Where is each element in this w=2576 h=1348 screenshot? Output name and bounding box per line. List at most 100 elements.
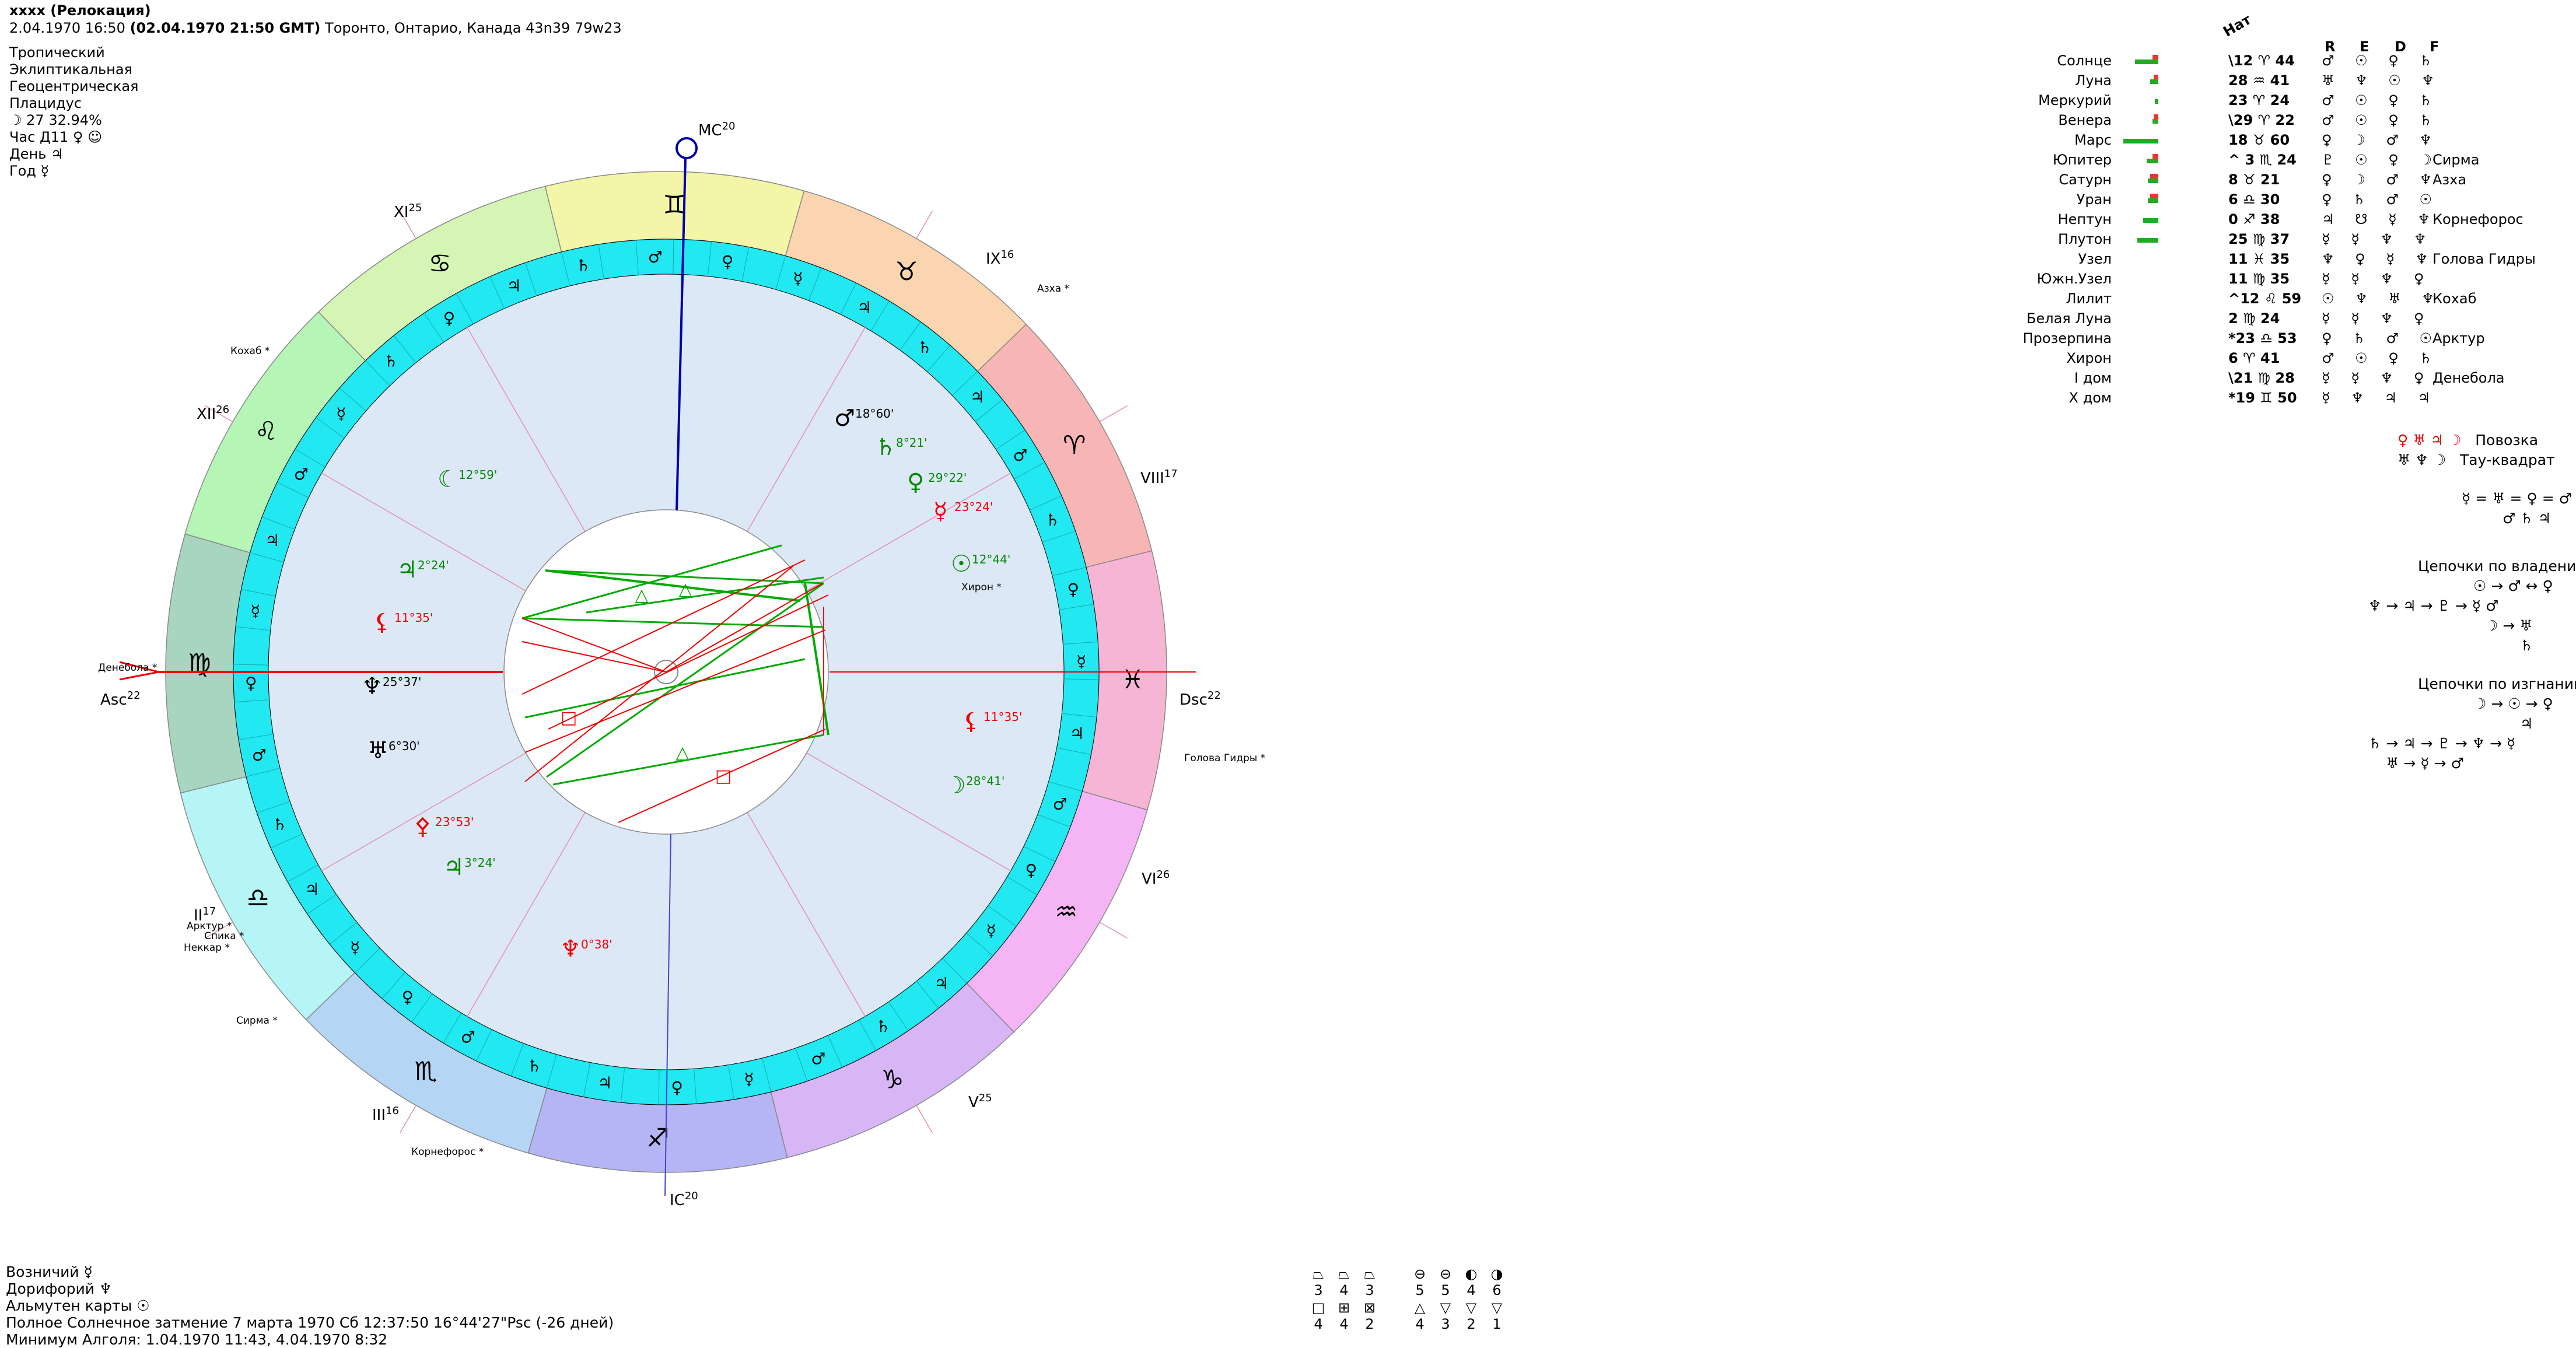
figure-count: 4 xyxy=(1415,1316,1424,1332)
planet-star: Арктур xyxy=(2432,330,2485,346)
aspect-line xyxy=(522,618,667,673)
band-tick xyxy=(1063,641,1098,645)
dsc-label: Dsc22 xyxy=(1180,689,1221,709)
figure-count: 3 xyxy=(1365,1282,1374,1298)
planet-degree: 8°21' xyxy=(896,436,928,450)
band-tick xyxy=(952,371,978,396)
mc-marker xyxy=(676,137,698,159)
aspect-line xyxy=(545,569,824,584)
house-label-deg: 16 xyxy=(386,1105,399,1117)
band-tick xyxy=(635,240,639,275)
planet-position: 2 ♍ 24 xyxy=(2228,310,2280,327)
exile-line-3: ♄ → ♃ → ♇ → ♆ → ☿ xyxy=(2368,735,2516,752)
band-tick xyxy=(927,345,951,372)
sign-glyph: ♑ xyxy=(881,1065,904,1095)
chart-date-line: 2.04.1970 16:50 (02.04.1970 21:50 GMT) Т… xyxy=(9,20,622,36)
planet-star: Голова Гидры xyxy=(2432,251,2536,267)
band-glyph: ♀ xyxy=(443,309,456,328)
band-glyph: ♄ xyxy=(384,352,398,371)
planet-glyph: ☉ xyxy=(951,551,972,577)
band-tick xyxy=(270,833,303,849)
planet-glyph: ♆ xyxy=(560,936,581,962)
settings-list: Тропический Эклиптикальная Геоцентрическ… xyxy=(9,44,138,180)
sign-glyph: ♉ xyxy=(895,257,918,286)
house-label-deg: 26 xyxy=(1156,869,1170,881)
band-tick xyxy=(233,664,269,666)
planet-dignities: ♂ ☉ ♀ ♄ xyxy=(2322,52,2432,69)
strength-bar-green xyxy=(2123,139,2158,143)
figure-symbol: ▽ xyxy=(1440,1300,1451,1316)
fixed-star-label: Голова Гидры * xyxy=(1184,752,1265,764)
equal-line-1: ☿ = ♅ = ♀ = ♂ xyxy=(2462,490,2572,507)
planet-position: 0 ♐ 38 xyxy=(2228,211,2280,227)
planet-dignities: ☿ ☿ ♆ ♆ xyxy=(2322,231,2427,247)
band-tick xyxy=(1037,814,1070,828)
fixed-star-label: Арктур * xyxy=(187,920,232,932)
strength-bar-green xyxy=(2137,238,2158,243)
band-tick xyxy=(236,626,271,631)
planet-position: 11 ♍ 35 xyxy=(2228,271,2290,287)
band-tick xyxy=(870,300,890,331)
house-label: VIII17 xyxy=(1140,468,1178,487)
rulership-line-1: ☉ → ♂ ↔ ♀ xyxy=(2473,577,2553,594)
house-cusp-tick xyxy=(399,210,416,239)
config-tau-square: ♅ ♆ ☽ Тау-квадрат xyxy=(2398,451,2555,468)
planet-glyph: ⚸ xyxy=(963,708,979,735)
rulership-line-3: ☽ → ♅ xyxy=(2485,617,2533,634)
band-tick xyxy=(1007,876,1038,895)
planet-glyph: ☽ xyxy=(945,772,966,799)
fixed-star-label: Денебола * xyxy=(98,662,157,674)
aspect-line xyxy=(545,569,801,602)
table-row: Юпитер ^ 3 ♏ 24 ♇ ☉ ♀ ☽ Сирма xyxy=(1983,152,2567,171)
figure-count: 3 xyxy=(1441,1316,1450,1332)
planet-degree: 2°24' xyxy=(418,558,449,572)
planet-degree: 6°30' xyxy=(388,739,420,753)
chart-almuten: Альмутен карты ☉ xyxy=(6,1297,150,1314)
band-tick xyxy=(295,449,326,468)
aspect-line xyxy=(522,559,806,695)
band-glyph: ☿ xyxy=(1076,652,1086,671)
planet-position: 6 ♈ 41 xyxy=(2228,350,2280,366)
aspect-line xyxy=(804,583,830,736)
planet-name: Прозерпина xyxy=(2022,330,2112,346)
mc-axis xyxy=(676,158,687,511)
planet-glyph: ♅ xyxy=(368,737,388,764)
solar-eclipse: Полное Солнечное затмение 7 марта 1970 С… xyxy=(6,1314,614,1331)
band-tick xyxy=(443,1013,462,1044)
band-glyph: ♂ xyxy=(294,464,309,484)
planet-position: *19 ♊ 50 xyxy=(2228,390,2297,406)
band-tick xyxy=(1023,846,1056,862)
aspect-line xyxy=(618,729,826,823)
band-tick xyxy=(975,399,1003,422)
exile-line-2: ♃ xyxy=(2520,715,2533,732)
table-row: Нептун 0 ♐ 38 ♃ ☋ ☿ ♆ Корнефорос xyxy=(1983,211,2567,231)
strength-bar-red xyxy=(2154,75,2158,79)
planet-position: ^ 3 ♏ 24 xyxy=(2228,152,2297,168)
planet-glyph: ♃ xyxy=(443,854,464,881)
config-tau-name: Тау-квадрат xyxy=(2459,451,2555,468)
band-tick xyxy=(1042,530,1076,543)
charioteer: Возничий ☿ xyxy=(6,1263,93,1280)
band-tick xyxy=(808,268,822,301)
fixed-star-label: Сирма * xyxy=(236,1015,278,1027)
planet-name: Плутон xyxy=(2058,231,2112,247)
figure-symbol: ⊞ xyxy=(1338,1300,1350,1316)
strength-bar-green xyxy=(2148,198,2158,203)
figure-count: 1 xyxy=(1492,1316,1502,1332)
band-tick xyxy=(456,293,474,324)
sign-glyph: ♎ xyxy=(247,883,270,913)
aspect-line xyxy=(548,594,829,730)
band-glyph: ♄ xyxy=(1045,510,1060,530)
band-tick xyxy=(510,1043,524,1076)
figure-symbol: ▽ xyxy=(1465,1300,1477,1316)
house-cusp-line xyxy=(467,812,586,1017)
aspect-symbol: □ xyxy=(561,708,577,728)
ic-label-deg: 20 xyxy=(685,1190,698,1202)
figure-count: 2 xyxy=(1466,1316,1476,1332)
band-glyph: ♃ xyxy=(597,1073,612,1093)
house-label: IX16 xyxy=(986,248,1014,268)
band-tick xyxy=(840,282,856,315)
config-wagon: ♀ ♅ ♃ ☽ Повозка xyxy=(2398,432,2538,449)
table-row: Луна 28 ♒ 41 ♅ ♆ ☉ ♆ xyxy=(1983,72,2567,92)
sign-glyph: ♏ xyxy=(414,1057,437,1087)
